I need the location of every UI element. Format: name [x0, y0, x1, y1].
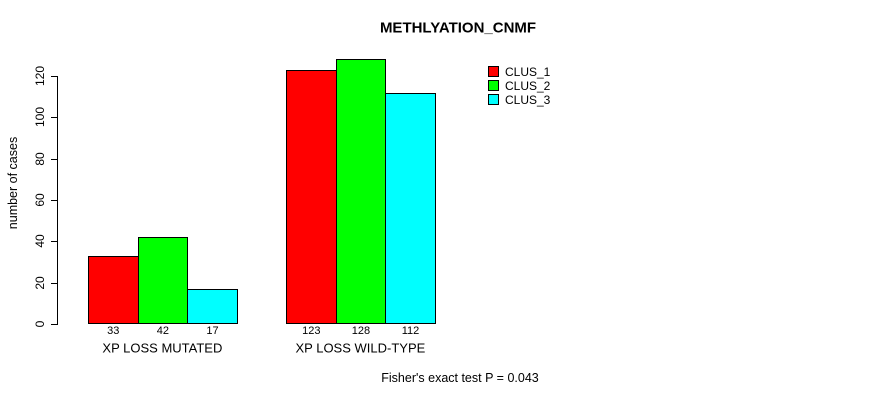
- bar-value-label: 33: [107, 325, 120, 337]
- bar-value-label: 112: [401, 325, 420, 337]
- legend-swatch-clus_1: [488, 66, 499, 77]
- legend-label: CLUS_2: [505, 78, 551, 93]
- bar-clus_1-group2: [286, 69, 337, 324]
- y-tick-label: 0: [33, 320, 47, 328]
- y-tick-mark: [51, 158, 58, 160]
- y-tick-label: 60: [33, 193, 47, 207]
- y-tick-mark: [51, 282, 58, 284]
- bar-value-label: 128: [351, 325, 371, 337]
- y-tick-label: 80: [33, 151, 47, 166]
- y-tick-mark: [51, 241, 58, 243]
- y-tick-mark: [51, 117, 58, 119]
- y-axis-label: number of cases: [6, 136, 20, 230]
- legend-label: CLUS_1: [505, 64, 551, 79]
- bar-value-label: 123: [302, 325, 321, 337]
- bar-clus_2-group1: [137, 237, 189, 324]
- bar-clus_1-group1: [88, 255, 139, 324]
- chart-title: METHLYATION_CNMF: [379, 19, 537, 37]
- category-label: XP LOSS WILD-TYPE: [295, 340, 426, 356]
- y-tick-label: 100: [33, 107, 47, 128]
- category-label: XP LOSS MUTATED: [102, 340, 223, 356]
- y-tick-mark: [51, 199, 58, 201]
- fisher-test-annotation: Fisher's exact test P = 0.043: [381, 371, 539, 385]
- bar-clus_3-group1: [187, 288, 238, 324]
- y-tick-mark: [51, 75, 58, 77]
- bar-clus_3-group2: [385, 92, 436, 324]
- y-tick-mark: [51, 324, 58, 325]
- y-tick-label: 40: [33, 234, 47, 249]
- bar-clus_2-group2: [335, 59, 387, 324]
- y-tick-label: 20: [33, 275, 47, 290]
- bar-value-label: 42: [156, 325, 170, 337]
- legend-swatch-clus_3: [488, 94, 499, 105]
- y-tick-label: 120: [33, 65, 47, 86]
- legend-label: CLUS_3: [505, 92, 551, 107]
- legend-swatch-clus_2: [488, 80, 499, 91]
- bar-value-label: 17: [206, 325, 219, 337]
